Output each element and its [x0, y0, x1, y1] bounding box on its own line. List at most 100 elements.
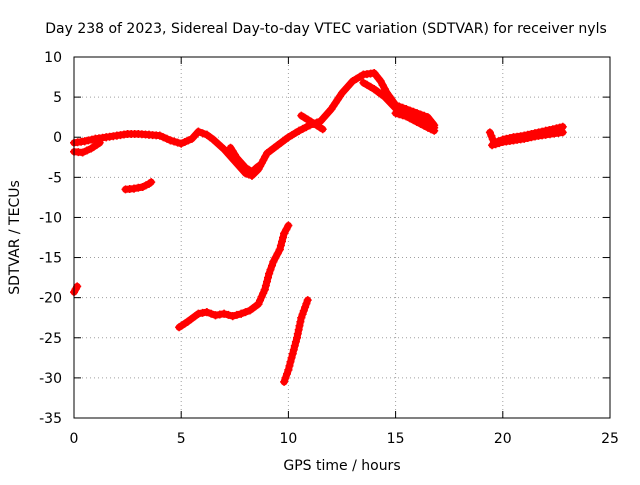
data-point	[256, 296, 264, 305]
series-arc-main-d-markers	[297, 111, 327, 134]
data-point	[241, 308, 250, 317]
data-point	[290, 341, 299, 350]
data-point	[395, 103, 404, 112]
x-tick-label: 0	[70, 431, 79, 447]
data-point	[177, 139, 186, 148]
series-arc-low	[175, 222, 292, 331]
y-tick-label: -10	[39, 210, 62, 226]
data-point	[409, 116, 418, 125]
data-point	[293, 329, 302, 338]
data-point	[215, 310, 224, 319]
data-point	[259, 289, 268, 298]
data-point	[491, 140, 500, 149]
data-point	[403, 106, 411, 115]
data-point	[293, 333, 301, 342]
ticks-layer: 0 5 10 15 20 25 -35 -30 -25 -20 -15 -10 -5 0 5 10	[39, 50, 619, 447]
data-point	[207, 309, 216, 318]
data-point	[266, 265, 275, 274]
series-arc-main-markers	[70, 69, 439, 180]
data-point	[495, 139, 504, 148]
data-point	[184, 136, 193, 145]
data-point	[173, 138, 182, 147]
data-point	[288, 349, 297, 358]
data-point	[318, 125, 327, 134]
data-point	[263, 277, 271, 286]
data-point	[82, 146, 91, 155]
y-tick-label: -15	[39, 251, 62, 267]
y-tick-label: -30	[39, 371, 62, 387]
data-point	[80, 137, 89, 146]
data-point	[265, 269, 274, 278]
data-point	[166, 136, 175, 145]
data-point	[298, 310, 307, 319]
data-point	[280, 377, 289, 386]
data-point	[279, 233, 287, 242]
data-point	[283, 369, 291, 378]
data-point	[299, 306, 308, 315]
data-point	[410, 109, 419, 118]
data-point	[254, 300, 263, 309]
data-point	[413, 111, 422, 120]
data-point	[220, 309, 229, 318]
x-tick-label: 10	[279, 431, 297, 447]
series-arc-main	[70, 69, 438, 180]
series-arc-steep-markers	[280, 296, 312, 386]
x-tick-label: 15	[387, 431, 405, 447]
data-point	[198, 129, 207, 138]
data-point	[155, 131, 164, 140]
data-point	[398, 111, 407, 120]
data-point	[237, 309, 246, 318]
data-point	[194, 309, 203, 318]
series-arc-main-b-markers	[70, 138, 104, 157]
y-tick-label: -25	[39, 331, 62, 347]
x-tick-label: 5	[177, 431, 186, 447]
data-point	[73, 282, 82, 291]
series-arc-main-g-markers	[395, 103, 439, 132]
data-point	[520, 134, 529, 143]
data-point	[202, 308, 211, 317]
data-point	[289, 345, 298, 354]
data-point	[416, 119, 425, 128]
data-point	[130, 184, 138, 193]
data-layer	[70, 69, 567, 386]
series-arc-main-e-markers	[359, 78, 400, 113]
data-point	[95, 138, 104, 147]
data-point	[134, 183, 143, 192]
data-point	[298, 124, 307, 133]
y-axis-label: SDTVAR / TECUs	[7, 180, 23, 295]
series-arc-low-markers	[175, 221, 293, 332]
data-point	[264, 273, 272, 282]
data-point	[487, 131, 496, 140]
data-point	[159, 133, 168, 142]
data-point	[198, 308, 207, 317]
data-point	[284, 221, 293, 230]
data-point	[261, 281, 270, 290]
data-point	[232, 310, 241, 319]
data-point	[147, 178, 156, 187]
data-point	[228, 312, 237, 321]
series-arc-small-markers	[121, 178, 156, 194]
data-point	[224, 310, 233, 319]
data-point	[254, 162, 263, 171]
data-point	[257, 292, 266, 301]
data-point	[295, 126, 304, 135]
data-point	[302, 123, 311, 132]
x-tick-label: 20	[494, 431, 512, 447]
data-point	[78, 148, 87, 157]
series-arc-main-c-markers	[226, 143, 263, 176]
data-point	[285, 361, 294, 370]
data-point	[488, 141, 497, 150]
data-point	[287, 353, 296, 362]
x-tick-label: 25	[601, 431, 619, 447]
y-tick-label: 5	[53, 90, 62, 106]
y-tick-label: 0	[53, 130, 62, 146]
data-point	[297, 313, 306, 322]
data-point	[170, 137, 179, 146]
grid-layer	[74, 57, 610, 418]
x-axis-label: GPS time / hours	[283, 458, 400, 474]
data-point	[523, 134, 532, 142]
data-point	[291, 337, 300, 346]
data-point	[294, 325, 303, 334]
data-point	[430, 123, 439, 132]
data-point	[162, 134, 171, 143]
